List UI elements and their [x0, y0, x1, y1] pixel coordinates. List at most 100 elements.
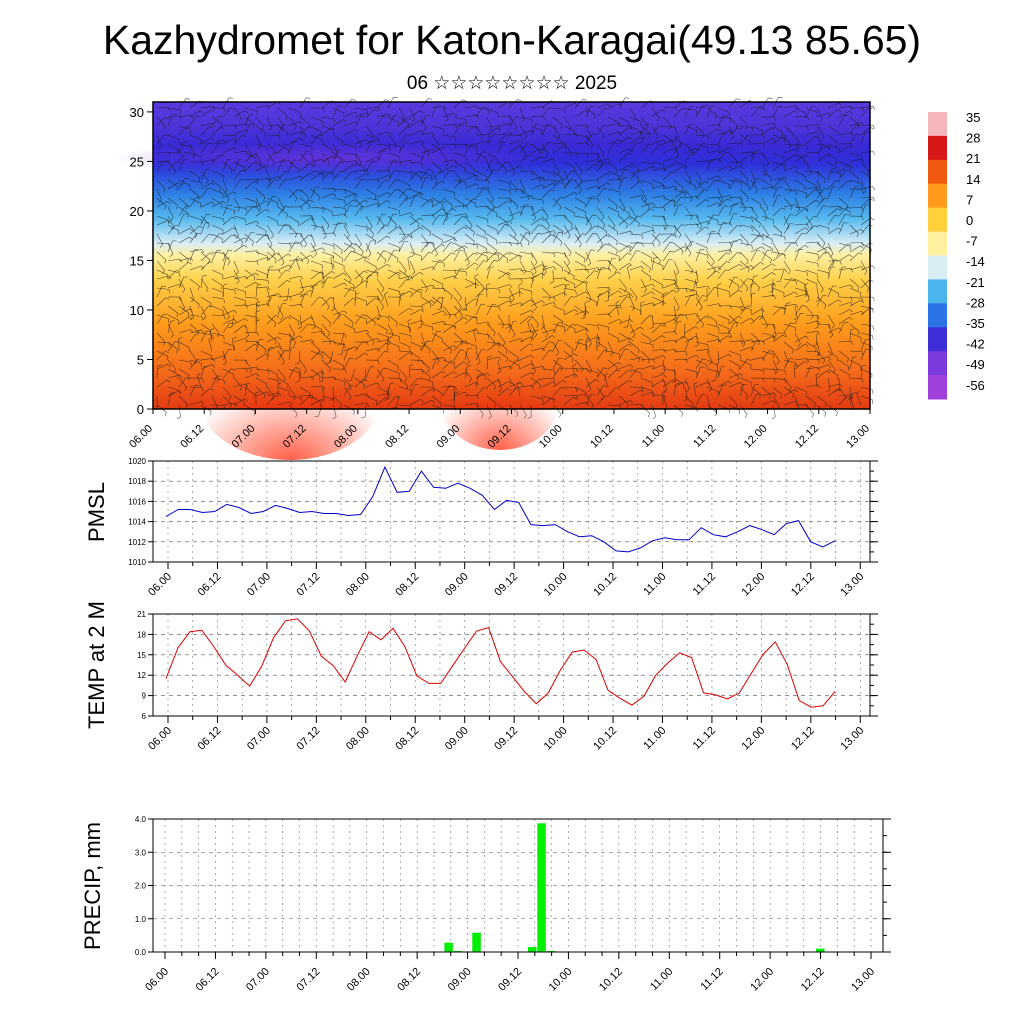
wind-barb: [398, 341, 411, 348]
wind-barb: [519, 143, 528, 154]
wind-barb-flag: [751, 151, 754, 156]
wind-barb: [244, 206, 253, 217]
wind-barb: [640, 133, 647, 145]
wind-barb-flag: [167, 363, 171, 368]
wind-barb: [651, 278, 663, 286]
wind-barb-flag: [481, 349, 486, 351]
wind-barb-flag: [740, 182, 742, 187]
wind-barb-flag: [393, 250, 398, 252]
colorbar-label: -35: [966, 316, 985, 331]
wind-barb: [453, 226, 464, 235]
wind-barb-flag: [821, 135, 825, 140]
wind-barb: [343, 171, 353, 181]
wind-barb-flag: [836, 412, 838, 417]
wind-barb-flag: [376, 317, 381, 321]
wind-barb: [310, 296, 320, 307]
wind-barb-flag: [838, 327, 842, 331]
wind-barb-flag: [256, 298, 259, 303]
wind-barb: [651, 380, 663, 388]
wind-barb: [805, 287, 810, 300]
wind-barb-flag: [651, 202, 656, 206]
wind-barb-flag: [599, 163, 603, 167]
wind-barb: [497, 381, 509, 388]
wind-barb: [662, 157, 675, 163]
wind-barb: [244, 197, 257, 203]
wind-barb: [178, 178, 185, 190]
wind-barb-flag: [815, 185, 817, 190]
wind-barb: [442, 165, 454, 172]
wind-barb-flag: [375, 195, 377, 200]
wind-barb: [706, 303, 719, 307]
wind-barb-flag: [531, 119, 533, 124]
wind-barb-flag: [760, 204, 762, 209]
wind-barb-flag: [165, 350, 169, 353]
wind-barb-flag: [229, 97, 234, 99]
wind-barb: [684, 223, 698, 226]
wind-barb: [200, 187, 208, 199]
wind-barb: [838, 350, 849, 359]
wind-barb: [607, 242, 618, 251]
wind-barb-flag: [686, 388, 690, 393]
wind-barb: [442, 341, 452, 351]
wind-barb-flag: [740, 307, 743, 312]
wind-barb: [464, 143, 473, 154]
wind-barb-flag: [498, 289, 501, 293]
wind-barb-flag: [264, 348, 266, 353]
colorbar-box: [928, 279, 947, 304]
wind-barb: [365, 215, 373, 227]
wind-barb: [442, 197, 453, 206]
wind-barb-flag: [445, 217, 449, 221]
wind-barb: [420, 341, 431, 350]
wind-barb: [827, 299, 839, 307]
wind-barb: [750, 368, 763, 371]
wind-barb: [277, 197, 285, 209]
wind-barb-flag: [207, 142, 212, 145]
wind-barb-flag: [872, 389, 874, 395]
wind-barb: [585, 267, 598, 271]
wind-barb-flag: [849, 164, 853, 169]
wind-barb-flag: [487, 140, 491, 144]
x-tick-label: 06.12: [196, 571, 224, 599]
wind-barb-flag: [575, 395, 578, 400]
wind-barb: [398, 260, 407, 271]
wind-barb: [475, 140, 488, 145]
wind-barb: [442, 134, 455, 138]
wind-barb: [739, 215, 752, 219]
wind-barb: [761, 392, 774, 397]
wind-barb: [376, 350, 386, 361]
wind-barb: [629, 296, 635, 309]
wind-barb-flag: [724, 115, 729, 117]
wind-barb: [298, 350, 301, 364]
wind-barb: [607, 142, 615, 154]
wind-barb-flag: [581, 368, 584, 373]
wind-barb-flag: [795, 242, 798, 247]
wind-barb: [222, 161, 233, 170]
wind-barb: [629, 326, 641, 334]
wind-barb: [805, 106, 813, 118]
wind-barb: [717, 147, 729, 154]
wind-barb: [398, 134, 407, 145]
wind-barb: [827, 259, 835, 271]
wind-barb-flag: [487, 134, 490, 139]
wind-barb-flag: [647, 413, 650, 418]
wind-barb: [431, 143, 443, 151]
wind-barb: [750, 276, 754, 289]
wind-barb: [728, 179, 741, 183]
wind-barb-flag: [305, 151, 310, 153]
x-tick-label: 07.12: [295, 571, 323, 599]
wind-barb-flag: [551, 397, 556, 401]
wind-barb-flag: [592, 133, 597, 135]
wind-barb: [804, 285, 807, 298]
wind-barb-flag: [817, 315, 820, 320]
x-tick-label: 08.00: [344, 571, 372, 599]
wind-barb: [475, 321, 488, 325]
wind-barb-flag: [678, 234, 682, 239]
wind-barb: [728, 152, 738, 162]
wind-barb: [431, 332, 443, 340]
x-tick-label: 08.12: [395, 966, 423, 994]
colorbar-label: 21: [966, 151, 980, 166]
wind-barb-flag: [454, 386, 457, 391]
wind-barb-flag: [558, 232, 563, 234]
wind-barb: [739, 154, 750, 163]
wind-barb: [354, 107, 367, 111]
